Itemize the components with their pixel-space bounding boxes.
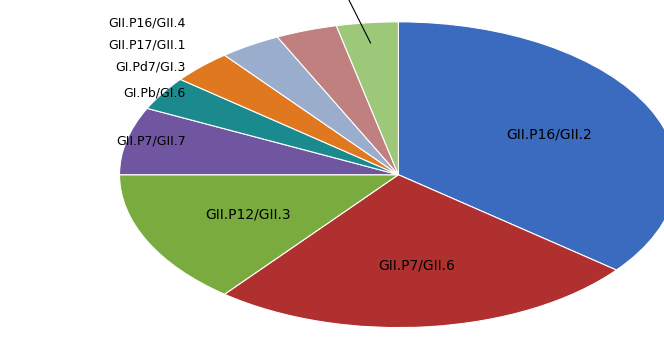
Wedge shape xyxy=(224,37,398,175)
Wedge shape xyxy=(398,22,664,270)
Wedge shape xyxy=(120,108,398,175)
Text: GI.Pd7/GI.3: GI.Pd7/GI.3 xyxy=(116,60,186,73)
Wedge shape xyxy=(181,55,398,175)
Text: GII.P12/GII.3: GII.P12/GII.3 xyxy=(205,207,290,222)
Wedge shape xyxy=(120,175,398,294)
Wedge shape xyxy=(278,26,398,175)
Text: GII.P16/GII.4: GII.P16/GII.4 xyxy=(108,16,186,29)
Text: GII.P7/GII.6: GII.P7/GII.6 xyxy=(378,259,456,273)
Text: GII.P7/GII.7: GII.P7/GII.7 xyxy=(116,134,186,147)
Wedge shape xyxy=(337,22,398,175)
Text: GII.P16/GII.2: GII.P16/GII.2 xyxy=(506,128,592,142)
Text: GII.P17/GII.1: GII.P17/GII.1 xyxy=(108,39,186,52)
Text: GI.Pb/GI.6: GI.Pb/GI.6 xyxy=(124,87,186,100)
Wedge shape xyxy=(147,79,398,175)
Wedge shape xyxy=(224,175,616,328)
